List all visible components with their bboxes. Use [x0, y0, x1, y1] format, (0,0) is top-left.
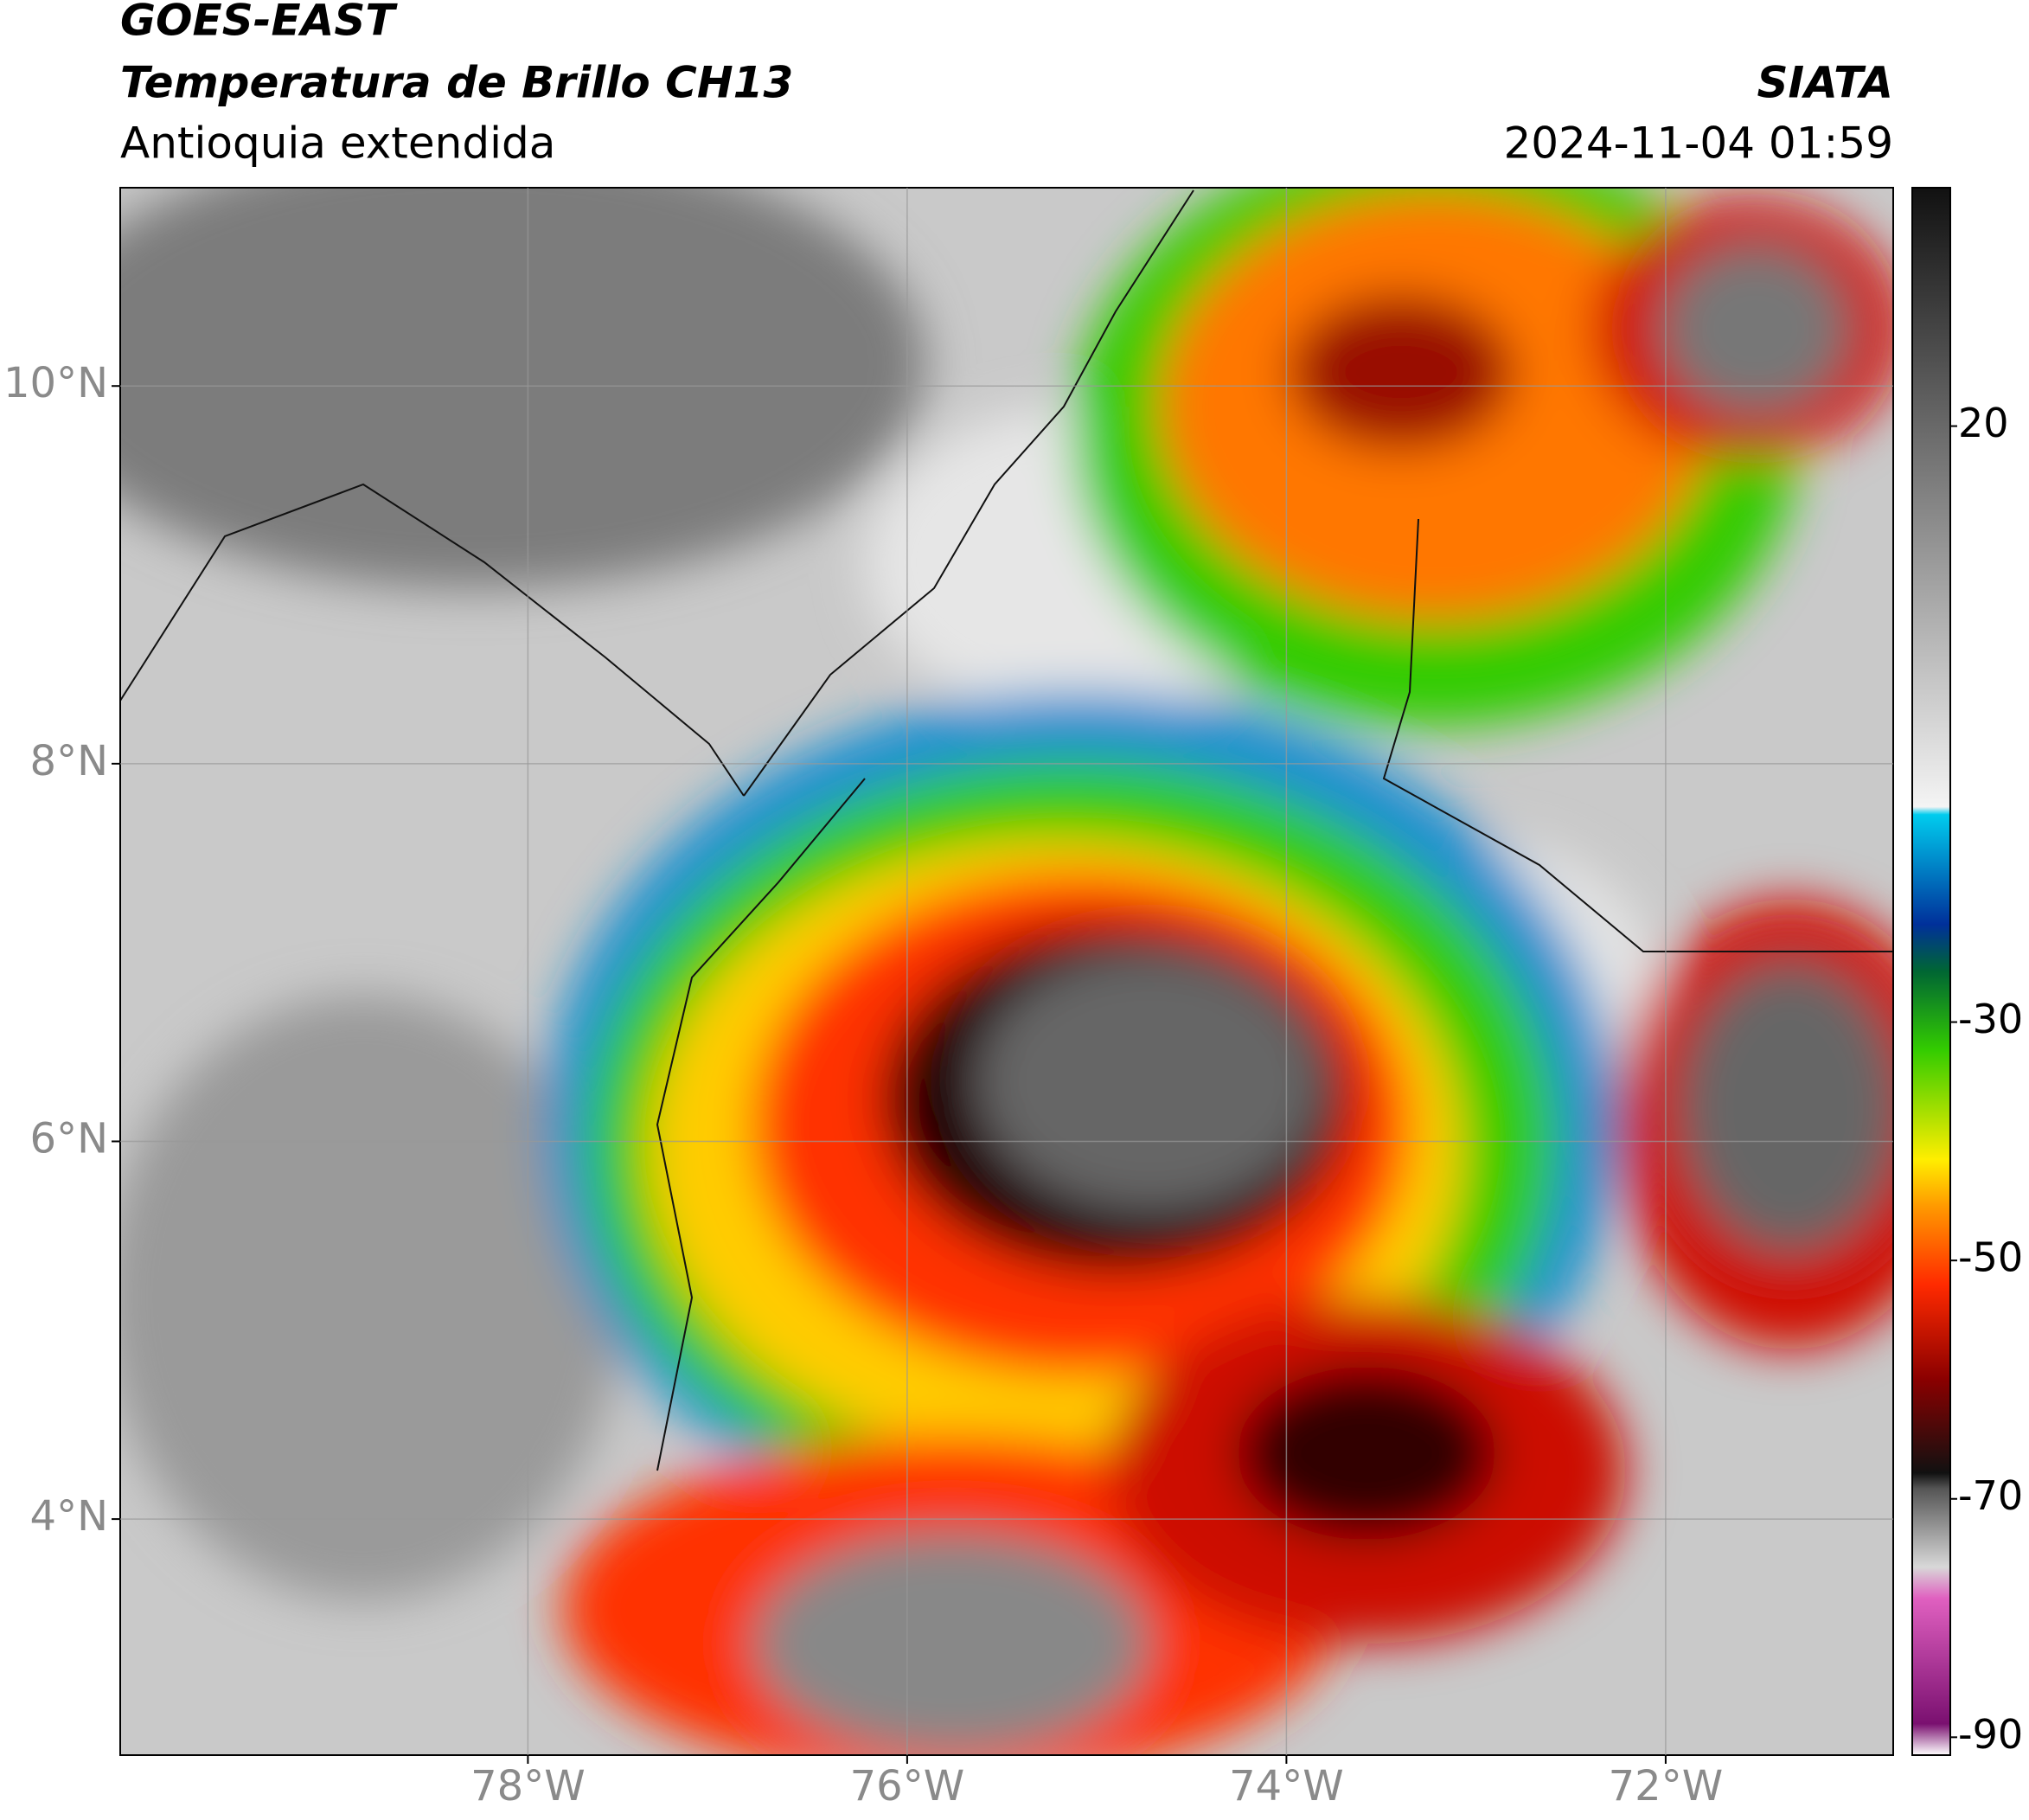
- x-tick-label: 78°W: [470, 1762, 586, 1810]
- satellite-image: [120, 188, 1893, 1755]
- colorbar-tick-label: -70: [1958, 1472, 2023, 1519]
- x-tick-label: 76°W: [850, 1762, 965, 1810]
- colorbar: [1911, 187, 1951, 1756]
- colorbar-tick-label: -50: [1958, 1234, 2023, 1281]
- colorbar-tick-label: -30: [1958, 996, 2023, 1042]
- source: SIATA: [1757, 58, 1893, 108]
- region: Antioquia extendida: [120, 119, 555, 169]
- subtitle: Temperatura de Brillo CH13: [120, 58, 793, 108]
- map-frame: [119, 187, 1894, 1756]
- cloud-field: [120, 188, 1893, 1755]
- timestamp: 2024-11-04 01:59: [1503, 119, 1893, 169]
- x-tick-label: 72°W: [1609, 1762, 1724, 1810]
- y-tick-label: 4°N: [30, 1492, 108, 1541]
- y-tick-label: 6°N: [30, 1114, 108, 1163]
- y-tick-label: 8°N: [30, 737, 108, 785]
- borders: [120, 189, 1893, 1471]
- colorbar-tick-label: 20: [1958, 400, 2009, 446]
- x-tick-label: 74°W: [1229, 1762, 1344, 1810]
- title: GOES-EAST: [120, 0, 398, 46]
- colorbar-tick-label: -90: [1958, 1711, 2023, 1758]
- y-tick-label: 10°N: [3, 359, 108, 407]
